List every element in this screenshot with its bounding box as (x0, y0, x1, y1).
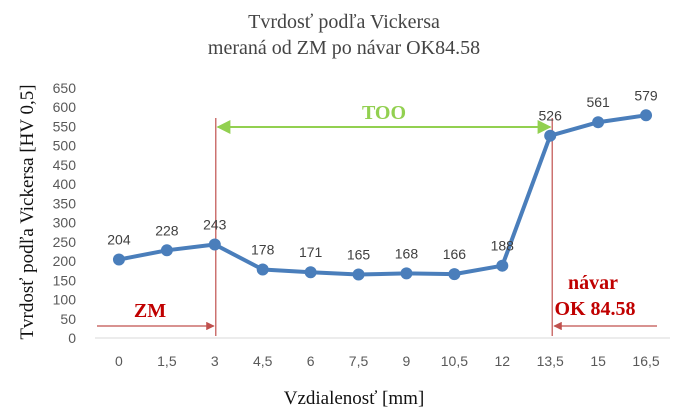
chart-subtitle: meraná od ZM po návar OK84.58 (208, 37, 480, 59)
y-tick-label: 150 (53, 272, 77, 288)
data-point (256, 263, 269, 276)
too-label: TOO (362, 102, 406, 124)
data-points (112, 109, 653, 281)
data-point (112, 253, 125, 266)
data-point (160, 244, 173, 257)
y-tick-label: 500 (53, 138, 77, 154)
data-point (400, 267, 413, 280)
data-point (304, 266, 317, 279)
data-point (640, 109, 653, 122)
data-label: 228 (155, 222, 179, 238)
data-point (592, 116, 605, 129)
y-tick-label: 250 (53, 234, 77, 250)
x-tick-labels: 0 1,5 3 4,5 6 7,5 9 10,5 12 13,5 15 16,5 (115, 353, 660, 369)
x-tick-label: 0 (115, 353, 123, 369)
data-label: 178 (251, 242, 275, 258)
data-label: 171 (299, 244, 323, 260)
y-tick-label: 100 (53, 292, 77, 308)
data-point (544, 129, 557, 142)
data-label: 204 (107, 232, 131, 248)
navar-label-alloy: OK 84.58 (554, 298, 635, 320)
x-tick-label: 9 (403, 353, 411, 369)
chart-title: Tvrdosť podľa Vickersa (248, 11, 440, 33)
x-tick-label: 16,5 (632, 353, 659, 369)
y-tick-label: 50 (60, 311, 76, 327)
data-labels: 204 228 243 178 171 165 168 166 188 526 561 579 (107, 87, 658, 262)
y-tick-label: 300 (53, 215, 77, 231)
y-tick-label: 400 (53, 176, 77, 192)
data-label: 168 (395, 245, 419, 261)
y-tick-label: 600 (53, 99, 77, 115)
x-tick-label: 4,5 (253, 353, 273, 369)
data-label: 561 (586, 94, 610, 110)
y-tick-label: 550 (53, 118, 77, 134)
y-tick-label: 650 (53, 80, 77, 96)
data-point (496, 259, 509, 272)
x-tick-label: 10,5 (441, 353, 468, 369)
x-tick-label: 12 (495, 353, 511, 369)
x-tick-label: 6 (307, 353, 315, 369)
data-point (352, 268, 365, 281)
x-tick-label: 13,5 (537, 353, 564, 369)
x-tick-label: 1,5 (157, 353, 177, 369)
zm-label: ZM (134, 300, 166, 322)
y-tick-label: 350 (53, 195, 77, 211)
x-tick-label: 3 (211, 353, 219, 369)
x-tick-label: 15 (590, 353, 606, 369)
series-line (116, 113, 649, 277)
x-axis-title: Vzdialenosť [mm] (284, 388, 425, 409)
x-tick-label: 7,5 (349, 353, 369, 369)
y-tick-labels: 0 50 100 150 200 250 300 350 400 450 500 550 600 650 (53, 80, 77, 346)
data-label: 526 (539, 108, 563, 124)
y-tick-label: 450 (53, 157, 77, 173)
y-axis-title: Tvrdosť podľa Vickersa [HV 0,5] (17, 84, 38, 339)
navar-label: návar (568, 272, 618, 294)
data-label: 165 (347, 247, 371, 263)
data-label: 188 (491, 238, 515, 254)
data-point (448, 268, 461, 281)
data-label: 579 (634, 87, 658, 103)
data-label: 166 (443, 246, 467, 262)
data-label: 243 (203, 217, 227, 233)
data-point (208, 238, 221, 251)
y-tick-label: 200 (53, 253, 77, 269)
y-tick-label: 0 (68, 330, 76, 346)
